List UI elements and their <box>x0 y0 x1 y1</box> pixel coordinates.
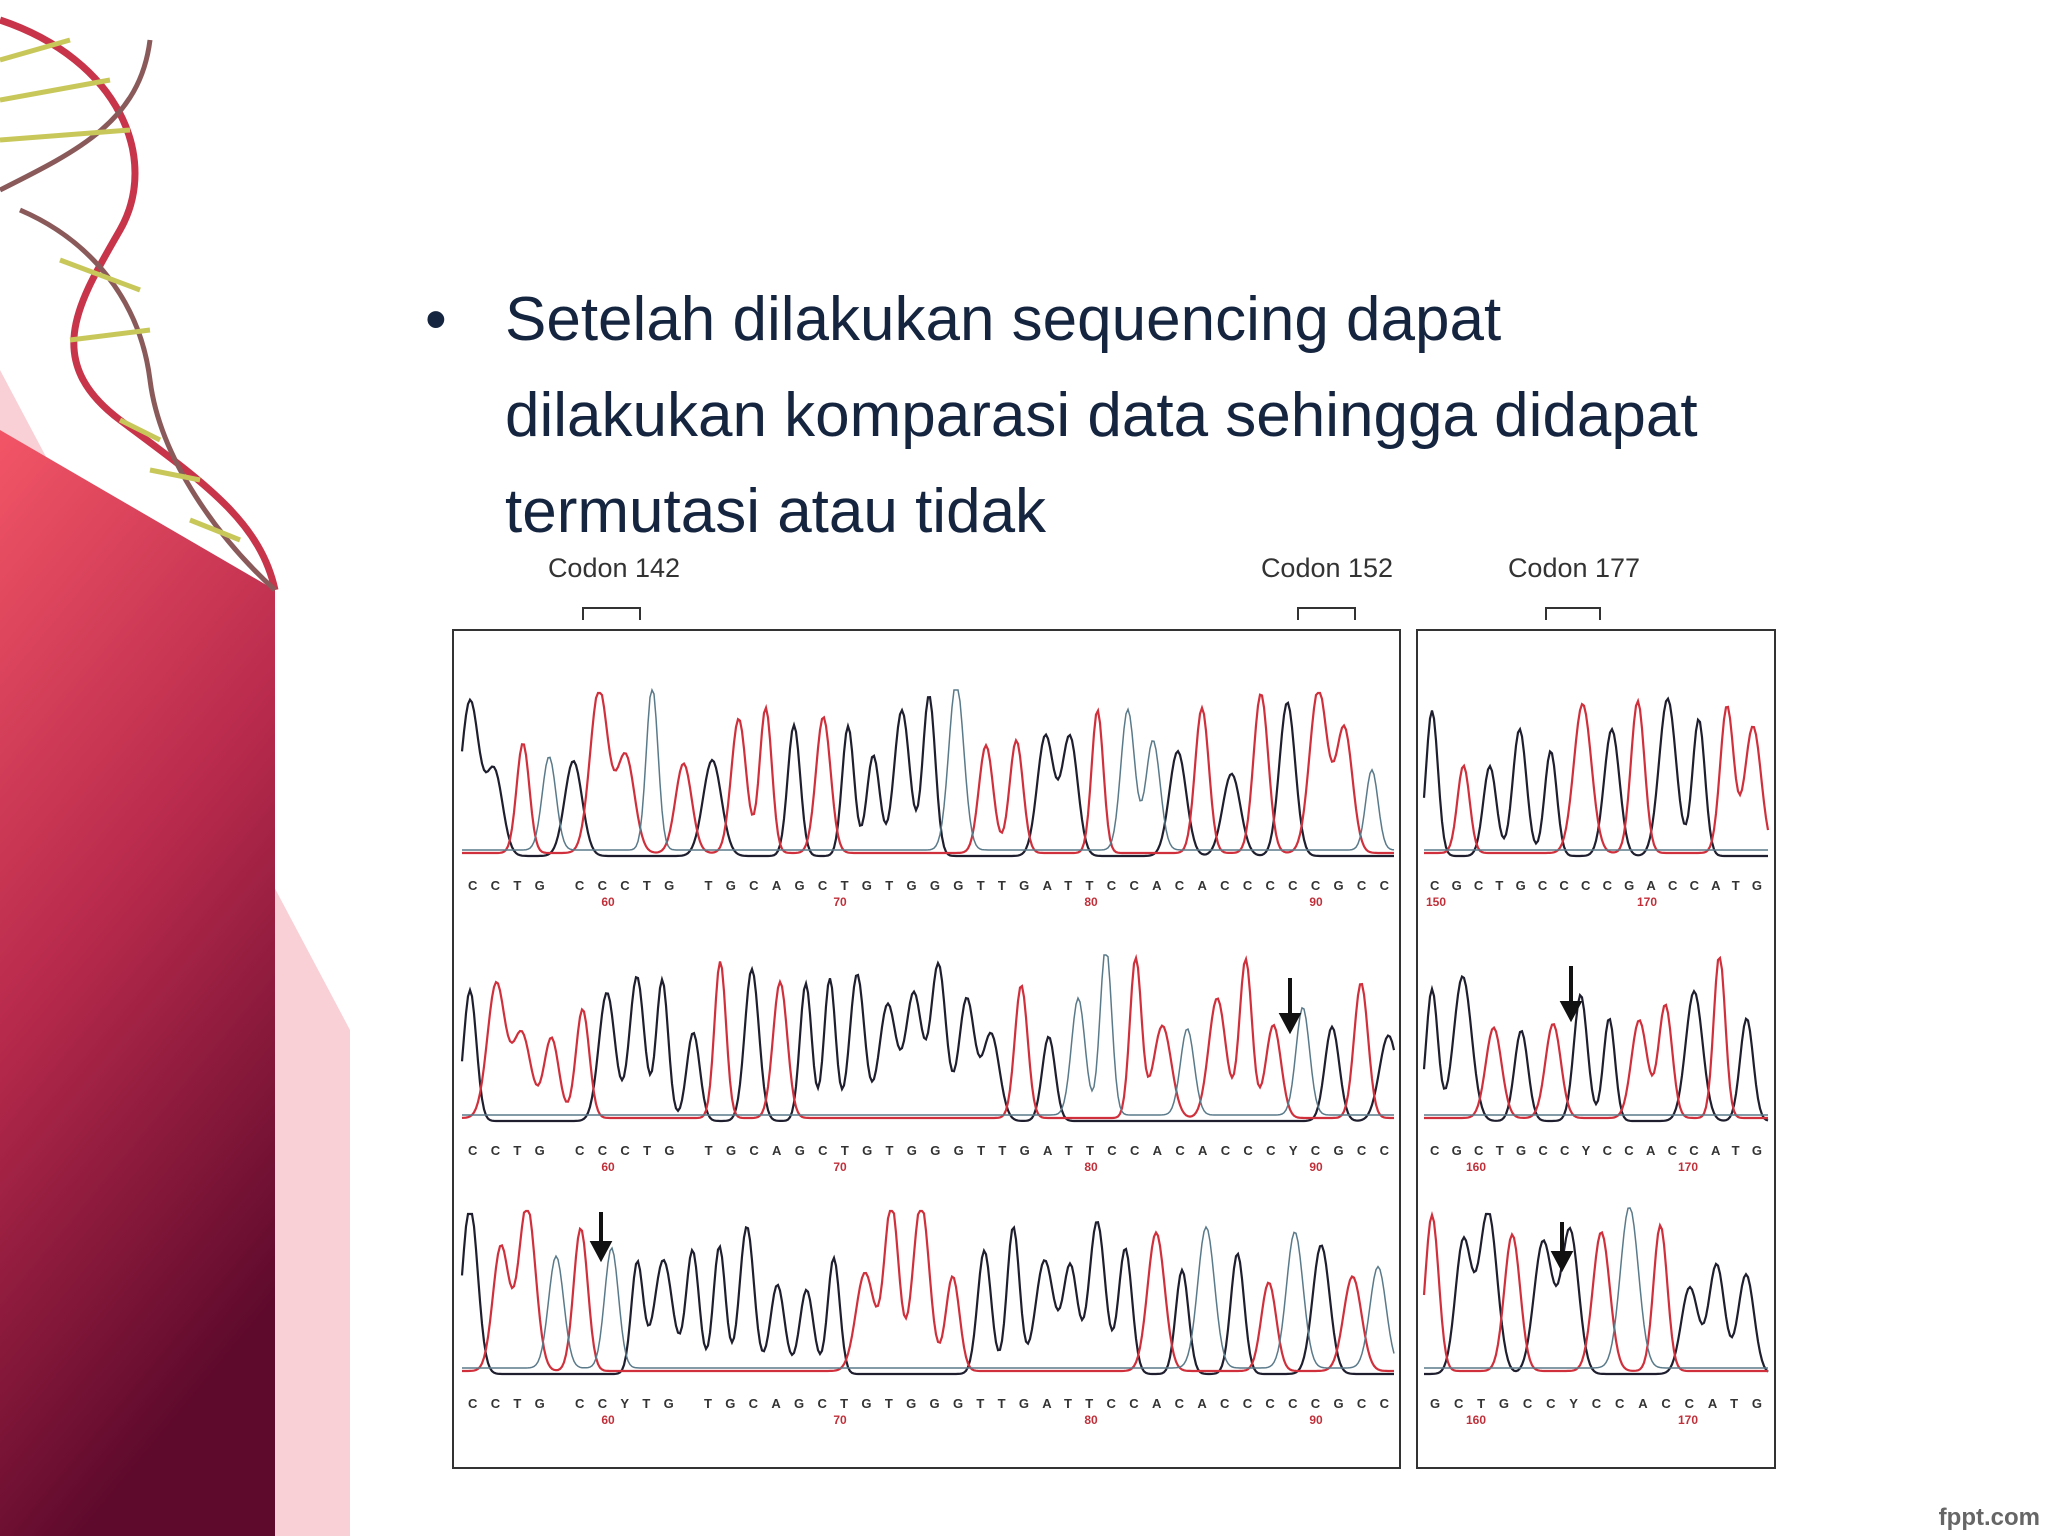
position-number: 150 <box>1426 895 1446 909</box>
arrow-head <box>1278 1013 1302 1035</box>
position-number: 170 <box>1678 1413 1698 1427</box>
bullet-text: Setelah dilakukan sequencing dapat dilak… <box>505 272 1698 560</box>
side-decoration <box>0 16 350 1536</box>
trace-line <box>460 1212 1394 1376</box>
position-number: 160 <box>1466 1160 1486 1174</box>
position-number: 170 <box>1637 895 1657 909</box>
trace-line <box>462 687 1395 851</box>
trace-line <box>462 1225 1395 1369</box>
trace-line <box>1422 696 1768 858</box>
trace-line <box>1424 1207 1768 1369</box>
position-number: 90 <box>1309 1160 1323 1174</box>
position-number: 160 <box>1466 1413 1486 1427</box>
arrow-head <box>589 1241 613 1263</box>
dna-helix <box>0 16 279 592</box>
trace-line <box>462 1209 1394 1373</box>
trace-line <box>462 954 1394 1116</box>
trace-line <box>1424 955 1768 1120</box>
base-sequence: CCTG CCCTG TGCAGCTGTGGGTTGATTCCACACCCCCG… <box>468 878 1390 893</box>
base-sequence: CCTG CCCTG TGCAGCTGTGGGTTGATTCCACACCCYCG… <box>468 1143 1390 1158</box>
position-number: 60 <box>601 895 615 909</box>
position-number: 60 <box>601 1160 615 1174</box>
position-number: 80 <box>1084 1413 1098 1427</box>
position-number: 80 <box>1084 1160 1098 1174</box>
helix-strand <box>0 16 279 591</box>
mutation-arrows <box>589 966 1583 1273</box>
text-line: dilakukan komparasi data sehingga didapa… <box>505 381 1698 450</box>
trace-line <box>1424 1212 1769 1376</box>
red-band <box>0 430 275 1536</box>
panel-left <box>452 629 1401 1469</box>
panel-right <box>1416 629 1776 1469</box>
watermark: fppt.com <box>1938 1504 2040 1531</box>
helix-rungs <box>0 37 241 543</box>
arrow-head <box>1550 1251 1574 1273</box>
position-number: 80 <box>1084 895 1098 909</box>
trace-line <box>462 691 1394 855</box>
trace-line <box>461 953 1394 1120</box>
codon-label: Codon 177 <box>1508 553 1640 583</box>
trace-line <box>1422 1211 1768 1373</box>
position-number: 60 <box>601 1413 615 1427</box>
codon-label: Codon 142 <box>548 553 680 583</box>
position-number: 70 <box>833 895 847 909</box>
base-sequence: CGCTGCCYCCACCATG <box>1430 1143 1762 1158</box>
base-sequence: CCTG CCYTG TGCAGCTGTGGGTTGATTCCACACCCCCG… <box>468 1396 1390 1411</box>
trace-line <box>1422 974 1769 1123</box>
base-sequence: CGCTGCCCCGACCATG <box>1430 878 1762 893</box>
bullet-dot: • <box>425 285 447 354</box>
trace-line <box>460 696 1394 858</box>
codon-brackets <box>582 607 1601 620</box>
position-number: 90 <box>1309 895 1323 909</box>
position-number: 70 <box>833 1413 847 1427</box>
traces <box>460 687 1770 1376</box>
trace-line <box>1424 697 1770 855</box>
base-sequence: GCTGCCYCCACCATG <box>1430 1396 1762 1411</box>
text-line: termutasi atau tidak <box>505 477 1047 546</box>
position-number: 70 <box>833 1160 847 1174</box>
position-number: 90 <box>1309 1413 1323 1427</box>
text-line: Setelah dilakukan sequencing dapat <box>505 285 1502 354</box>
trace-line <box>460 960 1396 1123</box>
position-number: 170 <box>1678 1160 1698 1174</box>
codon-label: Codon 152 <box>1261 553 1393 583</box>
arrow-head <box>1559 1001 1583 1023</box>
